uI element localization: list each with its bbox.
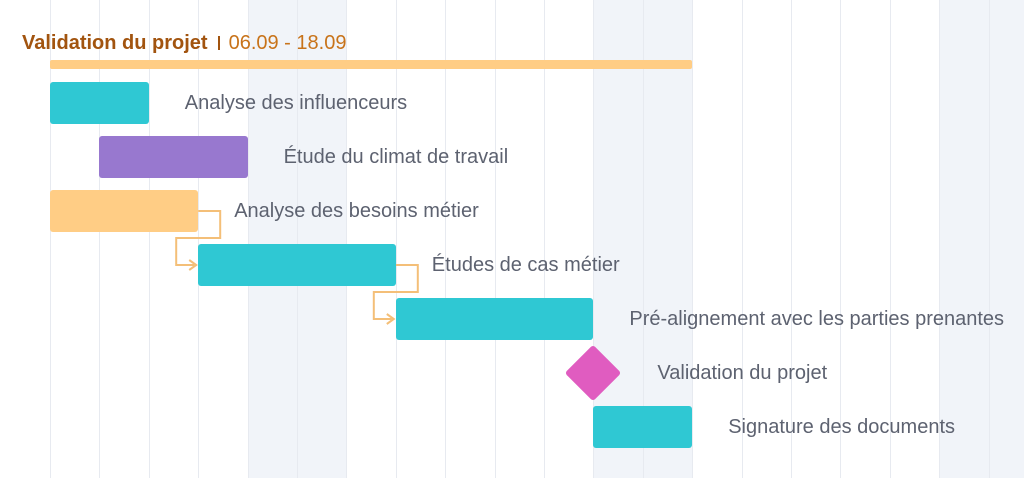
- day-gridline: [99, 0, 100, 478]
- task-label: Analyse des influenceurs: [184, 92, 408, 114]
- day-gridline: [692, 0, 693, 478]
- task-label: Signature des documents: [728, 416, 955, 438]
- dependency-link: [372, 264, 419, 320]
- summary-bar[interactable]: [50, 60, 693, 69]
- day-gridline: [149, 0, 150, 478]
- task-bar[interactable]: [50, 82, 149, 124]
- summary-separator: [217, 36, 220, 50]
- weekend-column: [297, 0, 347, 478]
- task-bar[interactable]: [99, 136, 248, 178]
- summary-header: Validation du projet 06.09 - 18.09: [22, 28, 346, 58]
- day-gridline: [840, 0, 841, 478]
- day-gridline: [742, 0, 743, 478]
- day-gridline: [989, 0, 990, 478]
- day-gridline: [890, 0, 891, 478]
- weekend-column: [642, 0, 693, 478]
- day-gridline: [643, 0, 644, 478]
- summary-title: Validation du projet: [22, 31, 208, 54]
- task-label: Validation du projet: [657, 362, 828, 384]
- task-bar[interactable]: [50, 190, 199, 232]
- day-gridline: [544, 0, 545, 478]
- day-gridline: [50, 0, 51, 478]
- day-gridline: [297, 0, 298, 478]
- summary-date-range: 06.09 - 18.09: [228, 31, 347, 54]
- link-arrowhead: [386, 313, 396, 325]
- task-bar[interactable]: [395, 298, 594, 340]
- day-gridline: [445, 0, 446, 478]
- task-label: Étude du climat de travail: [283, 146, 509, 168]
- task-label: Analyse des besoins métier: [234, 200, 479, 222]
- weekend-column: [247, 0, 297, 478]
- task-bar[interactable]: [593, 406, 693, 448]
- day-gridline: [593, 0, 594, 478]
- weekend-column: [988, 0, 1024, 478]
- task-label: Études de cas métier: [431, 254, 620, 276]
- task-label: Pré-alignement avec les parties prenante…: [629, 308, 1005, 330]
- day-gridline: [939, 0, 940, 478]
- day-gridline: [248, 0, 249, 478]
- weekend-column: [593, 0, 643, 478]
- weekend-column: [939, 0, 989, 478]
- day-gridline: [791, 0, 792, 478]
- day-gridline: [495, 0, 496, 478]
- task-bar[interactable]: [198, 244, 396, 286]
- link-arrowhead: [188, 259, 198, 271]
- day-gridline: [346, 0, 347, 478]
- day-gridline: [396, 0, 397, 478]
- dependency-link: [175, 210, 222, 266]
